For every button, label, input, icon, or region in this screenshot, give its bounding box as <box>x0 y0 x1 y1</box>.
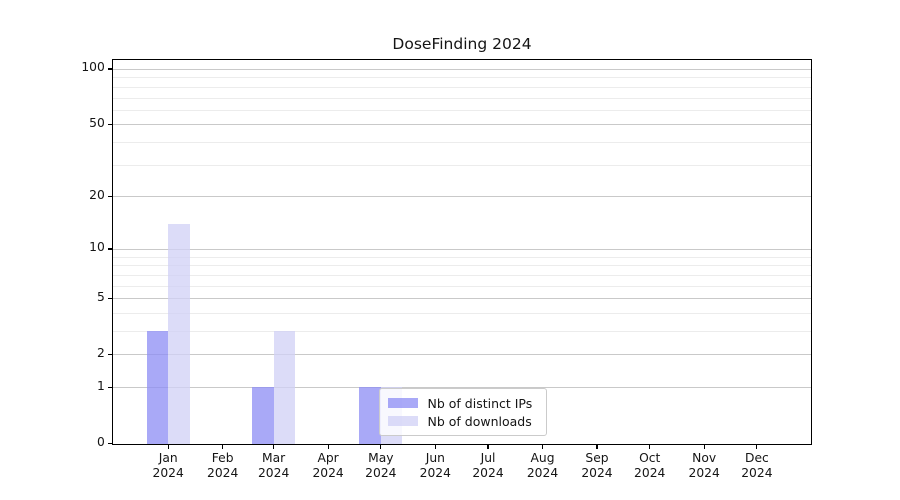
x-tick-label-month: May <box>368 450 394 465</box>
y-tick-mark <box>108 248 113 250</box>
y-tick-label: 20 <box>89 187 105 202</box>
legend-swatch-downloads <box>387 416 418 426</box>
x-tick-label: May 2024 <box>349 451 413 483</box>
x-tick-label: Dec 2024 <box>725 451 789 483</box>
gridline-major <box>112 196 811 198</box>
x-tick-label-year: 2024 <box>741 466 773 481</box>
bar-downloads-jan <box>168 223 190 444</box>
bar-downloads-mar <box>273 331 296 444</box>
y-tick-mark <box>108 386 113 388</box>
plot-area <box>112 59 811 444</box>
x-tick-label: Apr 2024 <box>296 451 360 483</box>
gridline-minor <box>112 274 811 276</box>
x-tick-label: Jul 2024 <box>456 451 520 483</box>
gridline-minor <box>112 164 811 166</box>
x-tick-label-year: 2024 <box>634 466 666 481</box>
x-tick-label: Jun 2024 <box>403 451 467 483</box>
y-tick-mark <box>108 443 113 445</box>
y-tick-label: 10 <box>89 240 105 255</box>
x-tick-label: Jan 2024 <box>136 451 200 483</box>
y-tick-mark <box>108 68 113 70</box>
x-tick-label-month: Feb <box>211 450 234 465</box>
x-tick-label-year: 2024 <box>472 466 504 481</box>
gridline-major <box>112 387 811 389</box>
x-tick-label-month: Jul <box>480 450 496 465</box>
y-tick-label: 2 <box>96 345 105 360</box>
x-tick-label-year: 2024 <box>688 466 720 481</box>
x-tick-mark <box>703 444 705 450</box>
x-tick-label-month: Oct <box>639 450 661 465</box>
x-tick-label-month: Dec <box>744 450 769 465</box>
gridline-major <box>112 354 811 356</box>
bar-distinct-ips-may <box>359 387 381 444</box>
x-tick-mark <box>541 444 544 450</box>
y-tick-mark <box>108 123 113 125</box>
x-tick-mark <box>167 444 169 450</box>
bar-distinct-ips-jan <box>146 331 169 444</box>
y-tick-mark <box>108 195 113 197</box>
gridline-minor <box>112 77 811 79</box>
x-tick-label-month: Sep <box>585 450 609 465</box>
x-tick-label-year: 2024 <box>152 466 184 481</box>
x-tick-label: Mar 2024 <box>242 451 306 483</box>
x-tick-label-year: 2024 <box>581 466 613 481</box>
x-tick-label-month: Nov <box>692 450 717 465</box>
y-tick-label: 0 <box>96 435 105 450</box>
x-tick-mark <box>327 444 329 450</box>
x-tick-mark <box>273 444 275 450</box>
y-tick-mark <box>108 297 113 299</box>
x-tick-mark <box>434 444 436 450</box>
x-tick-label-month: Aug <box>530 450 555 465</box>
x-tick-label-year: 2024 <box>207 466 239 481</box>
chart-title: DoseFinding 2024 <box>392 35 532 53</box>
x-tick-label-year: 2024 <box>365 466 397 481</box>
x-tick-label-month: Jun <box>425 450 445 465</box>
legend-label-distinct-ips: Nb of distinct IPs <box>427 395 533 411</box>
y-tick-label: 50 <box>89 115 105 130</box>
gridline-minor <box>112 331 811 333</box>
x-tick-mark <box>756 444 758 450</box>
x-tick-label-month: Apr <box>317 450 339 465</box>
x-tick-label: Nov 2024 <box>672 451 736 483</box>
x-tick-mark <box>380 444 382 450</box>
bar-distinct-ips-mar <box>252 387 274 444</box>
x-tick-label-year: 2024 <box>257 466 290 481</box>
legend: Nb of distinct IPs Nb of downloads <box>378 388 547 436</box>
x-tick-mark <box>222 444 224 450</box>
y-tick-mark <box>108 353 113 355</box>
x-tick-label-year: 2024 <box>312 466 344 481</box>
x-tick-label: Sep 2024 <box>565 451 629 483</box>
legend-swatch-distinct-ips <box>387 398 418 408</box>
y-tick-label: 1 <box>96 378 105 393</box>
x-tick-label-month: Jan <box>158 450 178 465</box>
x-tick-label-year: 2024 <box>419 466 451 481</box>
y-tick-label: 5 <box>96 289 105 304</box>
gridline-minor <box>112 265 811 267</box>
x-tick-label: Feb 2024 <box>191 451 255 483</box>
legend-item-downloads: Nb of downloads <box>387 413 538 429</box>
x-tick-mark <box>596 444 598 450</box>
x-tick-mark <box>649 444 651 450</box>
x-tick-label: Oct 2024 <box>618 451 682 483</box>
legend-item-distinct-ips: Nb of distinct IPs <box>387 395 538 411</box>
gridline-major <box>112 298 811 300</box>
x-tick-label-month: Mar <box>262 450 286 465</box>
gridline-minor <box>112 86 811 88</box>
legend-label-downloads: Nb of downloads <box>427 413 532 429</box>
x-tick-mark <box>487 444 489 450</box>
gridline-major <box>112 248 811 250</box>
gridline-minor <box>112 312 811 314</box>
gridline-minor <box>112 256 811 258</box>
gridline-major <box>112 68 811 70</box>
gridline-minor <box>112 285 811 287</box>
x-tick-label-year: 2024 <box>526 466 559 481</box>
gridline-major <box>112 124 811 126</box>
gridline-minor <box>112 109 811 111</box>
gridline-minor <box>112 142 811 144</box>
y-tick-label: 100 <box>81 60 105 75</box>
gridline-minor <box>112 97 811 99</box>
x-tick-label: Aug 2024 <box>511 451 575 483</box>
